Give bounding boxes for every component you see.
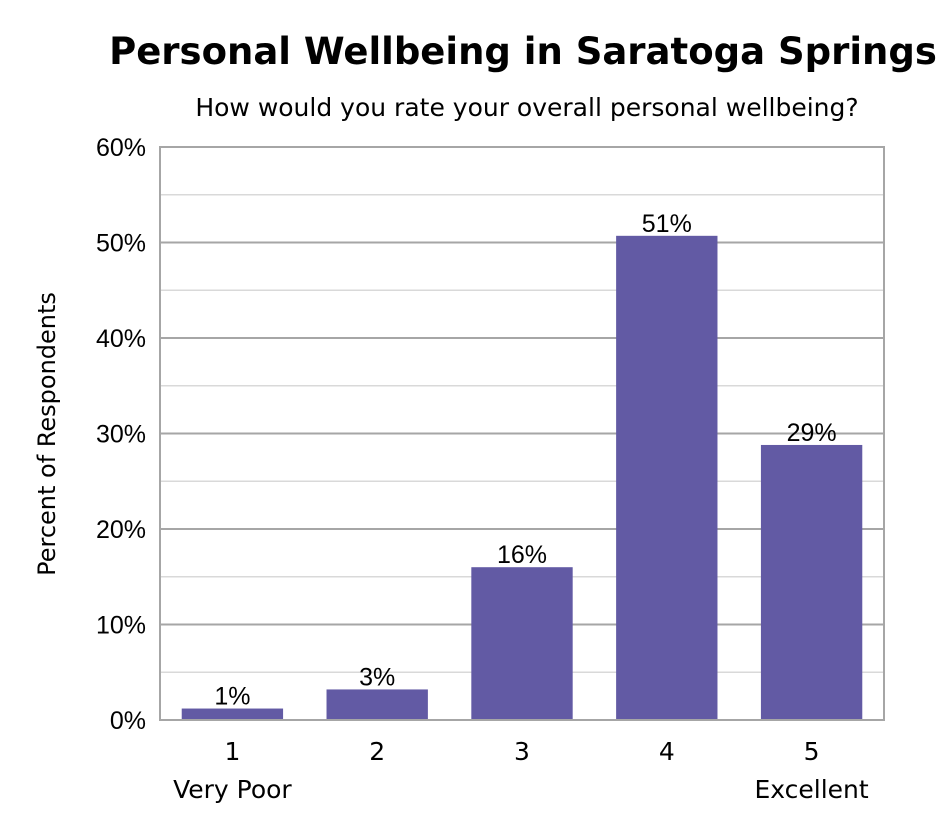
- chart-subtitle: How would you rate your overall personal…: [195, 93, 858, 122]
- bar: [181, 708, 284, 720]
- y-tick-label: 0%: [110, 707, 146, 735]
- chart-title: Personal Wellbeing in Saratoga Springs: [109, 30, 937, 73]
- y-tick-label: 40%: [96, 325, 146, 353]
- x-tick-label: 2: [369, 737, 385, 766]
- y-tick-label: 60%: [96, 134, 146, 162]
- y-axis-label: Percent of Respondents: [33, 292, 61, 576]
- bars: [181, 235, 863, 720]
- plot-area-border: [159, 146, 885, 721]
- x-axis-ticks: 1 Very Poor 2 3 4 5 Excellent: [173, 737, 869, 804]
- bar: [760, 444, 863, 720]
- x-tick-label: 4: [659, 737, 675, 766]
- y-tick-label: 20%: [96, 516, 146, 544]
- data-label: 51%: [642, 210, 692, 238]
- y-tick-label: 10%: [96, 612, 146, 640]
- data-label: 1%: [214, 683, 250, 711]
- x-tick-label: 3: [514, 737, 530, 766]
- bar: [326, 689, 428, 720]
- bar: [616, 235, 718, 720]
- gridlines: [160, 194, 884, 673]
- y-tick-label: 50%: [96, 230, 146, 258]
- data-label: 29%: [787, 419, 837, 447]
- x-tick-sublabel: Very Poor: [173, 775, 292, 804]
- x-tick-label: 5: [804, 737, 820, 766]
- data-label: 16%: [497, 541, 547, 569]
- x-tick-label: 1: [224, 737, 240, 766]
- y-axis-ticks: 0% 10% 20% 30% 40% 50% 60%: [96, 134, 146, 735]
- bar: [471, 567, 573, 720]
- y-tick-label: 30%: [96, 421, 146, 449]
- data-label: 3%: [359, 663, 395, 691]
- x-tick-sublabel: Excellent: [754, 775, 868, 804]
- data-labels: 1% 3% 16% 51% 29%: [214, 210, 836, 711]
